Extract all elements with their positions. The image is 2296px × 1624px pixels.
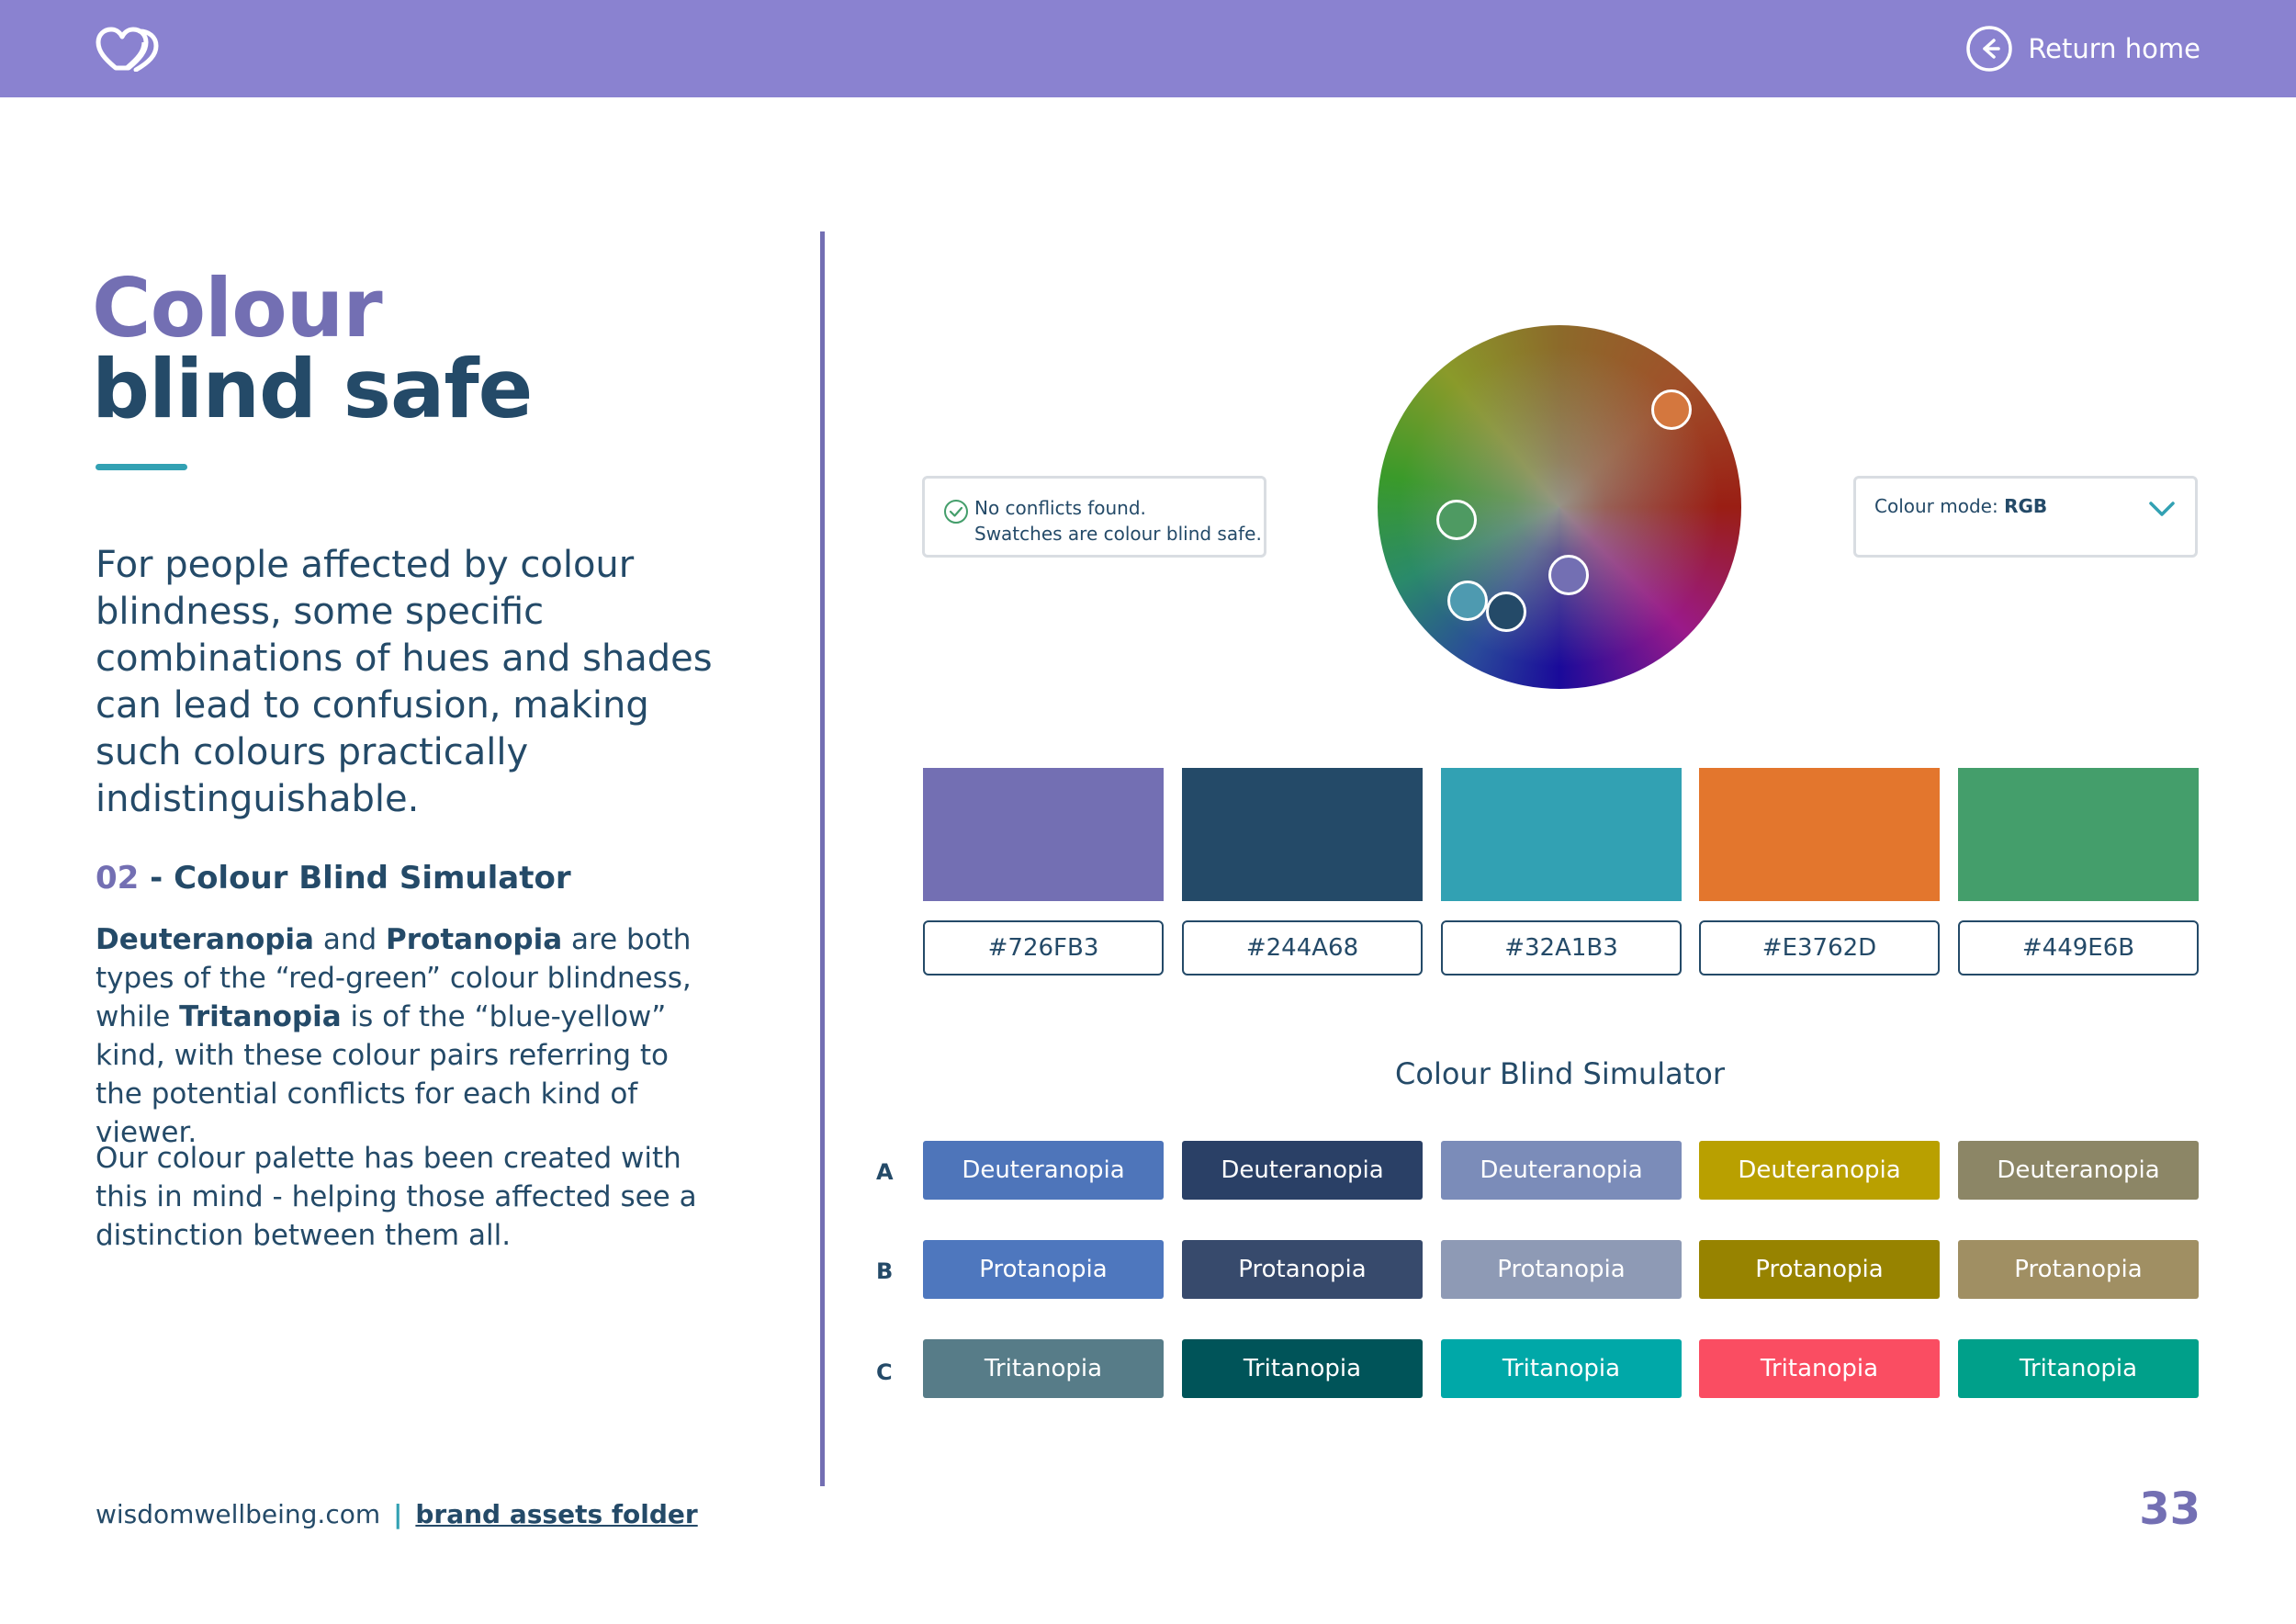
simulator-swatch-tritanopia[interactable]: Tritanopia — [1699, 1339, 1940, 1398]
section-number: 02 — [96, 860, 140, 897]
simulator-swatch-deuteranopia[interactable]: Deuteranopia — [1441, 1141, 1682, 1200]
colour-mode-value: RGB — [2004, 495, 2048, 517]
simulator-swatch-protanopia[interactable]: Protanopia — [1441, 1240, 1682, 1299]
status-text: No conflicts found. Swatches are colour … — [974, 495, 1262, 547]
status-line2: Swatches are colour blind safe. — [974, 523, 1262, 545]
page-number: 33 — [2139, 1483, 2200, 1535]
simulator-swatch-deuteranopia[interactable]: Deuteranopia — [1958, 1141, 2199, 1200]
term-protanopia: Protanopia — [386, 923, 563, 956]
status-line1: No conflicts found. — [974, 497, 1146, 519]
colour-mode-text: Colour mode: RGB — [1874, 495, 2047, 517]
colour-wheel[interactable] — [1378, 325, 1741, 689]
hex-code-field[interactable]: #32A1B3 — [1441, 920, 1682, 976]
body-text: is of the “blue-yellow” kind, with these… — [96, 1000, 670, 1149]
title-underline — [96, 464, 187, 470]
simulator-swatch-protanopia[interactable]: Protanopia — [1182, 1240, 1423, 1299]
hex-code-field[interactable]: #244A68 — [1182, 920, 1423, 976]
row-label-c: C — [876, 1359, 893, 1385]
simulator-swatch-protanopia[interactable]: Protanopia — [1958, 1240, 2199, 1299]
simulator-swatch-tritanopia[interactable]: Tritanopia — [1441, 1339, 1682, 1398]
wheel-marker-purple[interactable] — [1548, 555, 1589, 595]
simulator-swatch-deuteranopia[interactable]: Deuteranopia — [1182, 1141, 1423, 1200]
heart-logo-icon[interactable] — [96, 26, 160, 72]
palette-swatch[interactable] — [923, 768, 1164, 901]
hex-code-field[interactable]: #449E6B — [1958, 920, 2199, 976]
column-divider — [820, 231, 825, 1486]
simulator-swatch-tritanopia[interactable]: Tritanopia — [1182, 1339, 1423, 1398]
check-circle-icon — [944, 500, 968, 524]
simulator-swatch-tritanopia[interactable]: Tritanopia — [1958, 1339, 2199, 1398]
explanation-paragraph: Deuteranopia and Protanopia are both typ… — [96, 920, 720, 1152]
term-deuteranopia: Deuteranopia — [96, 923, 314, 956]
footer-site[interactable]: wisdomwellbeing.com — [96, 1499, 381, 1529]
top-bar: Return home — [0, 0, 2296, 97]
wheel-marker-navy[interactable] — [1486, 592, 1526, 632]
page-title-line2: blind safe — [92, 342, 533, 436]
wheel-marker-green[interactable] — [1436, 500, 1477, 540]
hex-code-field[interactable]: #726FB3 — [923, 920, 1164, 976]
chevron-down-icon[interactable] — [2147, 499, 2177, 519]
body-text: are both types of the “red-green” colour… — [96, 923, 692, 1033]
status-box: No conflicts found. Swatches are colour … — [922, 476, 1266, 558]
colour-mode-label: Colour mode: — [1874, 495, 2005, 517]
section-dash: - — [139, 860, 174, 897]
section-title: Colour Blind Simulator — [174, 860, 571, 897]
return-home-label: Return home — [2028, 33, 2200, 64]
simulator-swatch-tritanopia[interactable]: Tritanopia — [923, 1339, 1164, 1398]
wheel-marker-teal[interactable] — [1447, 581, 1488, 621]
colour-mode-select[interactable]: Colour mode: RGB — [1853, 476, 2198, 558]
term-tritanopia: Tritanopia — [179, 1000, 342, 1033]
page-title-line1: Colour — [92, 261, 383, 355]
palette-swatch[interactable] — [1958, 768, 2199, 901]
palette-swatch[interactable] — [1182, 768, 1423, 901]
palette-swatch[interactable] — [1441, 768, 1682, 901]
simulator-swatch-protanopia[interactable]: Protanopia — [923, 1240, 1164, 1299]
row-label-a: A — [876, 1159, 894, 1185]
return-home-button[interactable]: Return home — [1965, 24, 2200, 73]
row-label-b: B — [876, 1258, 894, 1284]
brand-assets-link[interactable]: brand assets folder — [415, 1499, 698, 1529]
footer: wisdomwellbeing.com | brand assets folde… — [96, 1499, 698, 1529]
intro-text: For people affected by colour blindness,… — [96, 544, 713, 820]
palette-note-paragraph: Our colour palette has been created with… — [96, 1142, 697, 1252]
hex-code-field[interactable]: #E3762D — [1699, 920, 1940, 976]
simulator-swatch-deuteranopia[interactable]: Deuteranopia — [923, 1141, 1164, 1200]
simulator-title: Colour Blind Simulator — [1395, 1056, 1725, 1091]
wheel-marker-orange[interactable] — [1651, 389, 1692, 430]
arrow-left-circle-icon — [1966, 26, 2013, 72]
footer-separator: | — [393, 1499, 403, 1529]
simulator-swatch-deuteranopia[interactable]: Deuteranopia — [1699, 1141, 1940, 1200]
section-heading: 02 - Colour Blind Simulator — [96, 860, 571, 897]
body-text: and — [313, 923, 387, 956]
simulator-swatch-protanopia[interactable]: Protanopia — [1699, 1240, 1940, 1299]
palette-swatch[interactable] — [1699, 768, 1940, 901]
